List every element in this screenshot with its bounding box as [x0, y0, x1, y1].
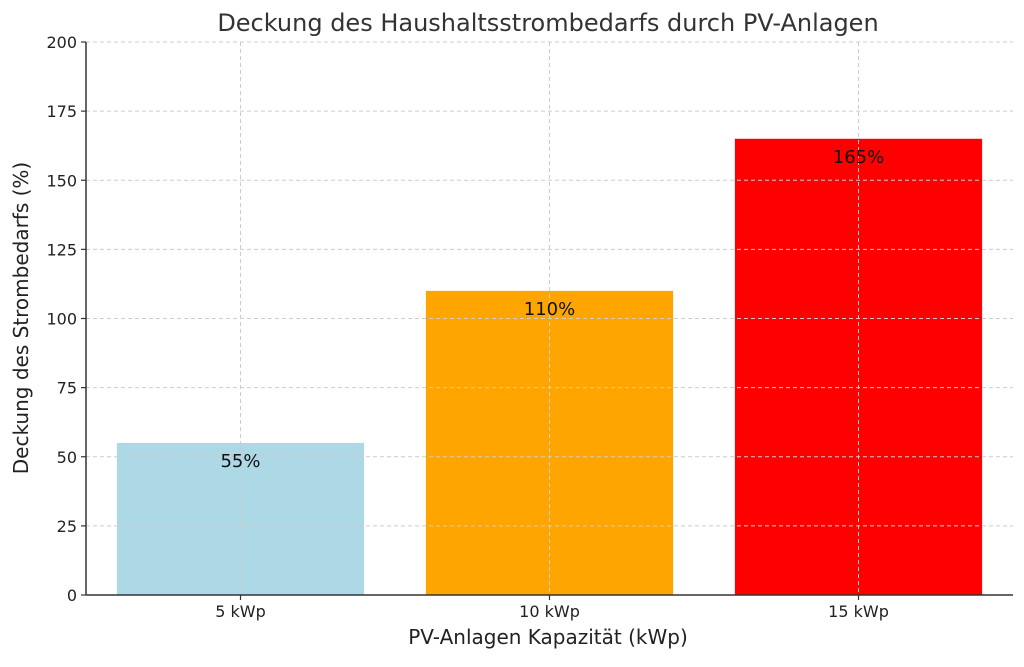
y-tick-label: 175 — [46, 102, 77, 121]
y-axis-label: Deckung des Strombedarfs (%) — [9, 162, 33, 475]
y-tick-label: 200 — [46, 33, 77, 52]
x-tick-label: 15 kWp — [828, 602, 889, 621]
y-tick-label: 100 — [46, 310, 77, 329]
chart-title: Deckung des Haushaltsstrombedarfs durch … — [217, 9, 878, 37]
y-tick-label: 50 — [57, 448, 77, 467]
x-ticks: 5 kWp 10 kWp 15 kWp — [215, 595, 889, 621]
y-tick-label: 150 — [46, 171, 77, 190]
data-label: 165% — [833, 147, 884, 168]
y-tick-label: 75 — [57, 379, 77, 398]
data-label: 55% — [220, 451, 260, 472]
y-ticks: 0 25 50 75 100 125 150 175 200 — [46, 33, 86, 605]
data-label: 110% — [524, 299, 575, 320]
x-tick-label: 10 kWp — [519, 602, 580, 621]
y-tick-label: 125 — [46, 240, 77, 259]
grid — [86, 41, 1013, 595]
x-tick-label: 5 kWp — [215, 602, 266, 621]
x-axis-label: PV-Anlagen Kapazität (kWp) — [408, 625, 688, 649]
y-tick-label: 0 — [67, 586, 77, 605]
data-labels: 55% 110% 165% — [220, 147, 884, 472]
y-tick-label: 25 — [57, 517, 77, 536]
